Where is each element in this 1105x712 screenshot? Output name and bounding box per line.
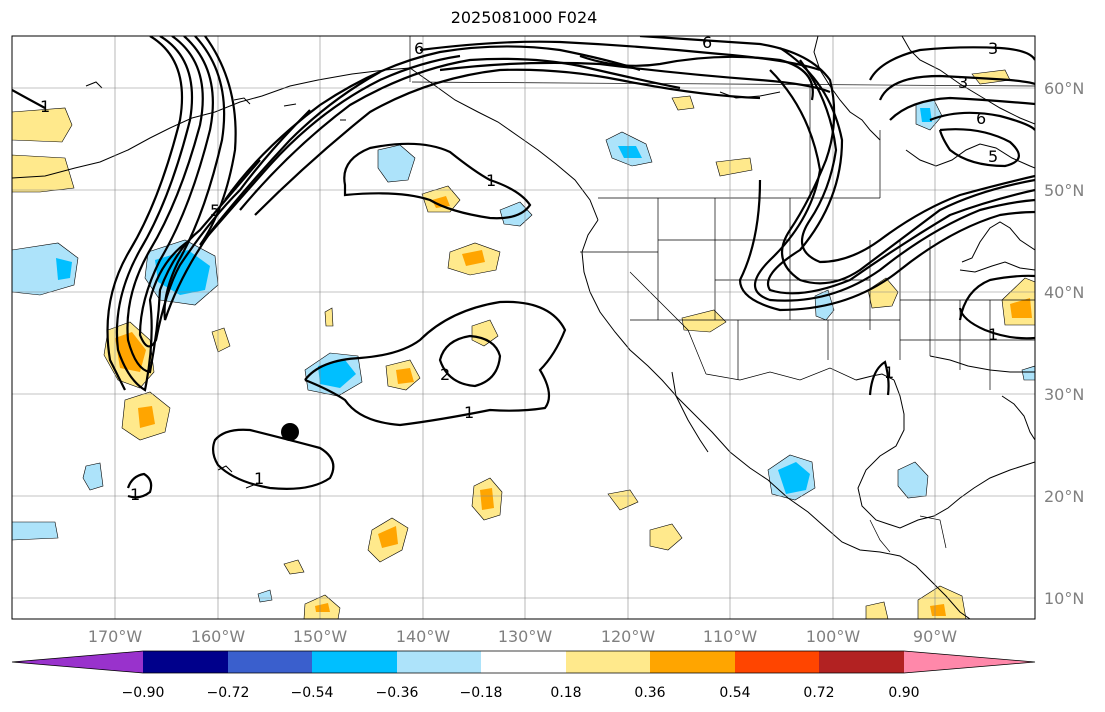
colorbar-extend-high — [904, 651, 1035, 673]
colorbar-tick-label: −0.90 — [122, 685, 165, 701]
map-frame — [11, 35, 1036, 620]
lon-label: 170°W — [88, 627, 143, 646]
contour-label: 6 — [414, 39, 424, 58]
coastlines — [12, 36, 1035, 619]
latitude-labels: 60°N 50°N 40°N 30°N 20°N 10°N — [1044, 79, 1084, 608]
contour-label: 3 — [958, 73, 968, 92]
contour-label: 1 — [988, 325, 998, 344]
colorbar-tick-label: −0.72 — [207, 685, 250, 701]
lon-label: 140°W — [396, 627, 451, 646]
lon-label: 130°W — [498, 627, 553, 646]
contour-label: 3 — [988, 39, 998, 58]
lat-label: 60°N — [1044, 79, 1084, 98]
colorbar-extend-low — [12, 651, 143, 673]
contour-label: 2 — [440, 365, 450, 384]
contour-label: 1 — [254, 469, 264, 488]
colorbar-tick-labels: −0.90 −0.72 −0.54 −0.36 −0.18 0.18 0.36 … — [122, 685, 920, 701]
lon-label: 90°W — [913, 627, 957, 646]
contour-label: 1 — [884, 363, 894, 382]
contour-label: 1 — [464, 403, 474, 422]
colorbar-tick-label: −0.36 — [376, 685, 419, 701]
colorbar-segment — [735, 651, 819, 673]
colorbar-tick-label: 0.18 — [550, 685, 581, 701]
colorbar-segment — [481, 651, 566, 673]
colorbar-outline — [11, 650, 1036, 674]
colorbar-segment — [143, 651, 228, 673]
colorbar-tick-label: 0.54 — [719, 685, 750, 701]
colorbar-tick-label: 0.90 — [888, 685, 919, 701]
lat-label: 10°N — [1044, 589, 1084, 608]
lat-label: 30°N — [1044, 385, 1084, 404]
colorbar-segment — [397, 651, 481, 673]
colorbar — [11, 650, 1036, 674]
contour-labels: 1 1 1 1 1 1 1 2 3 3 5 5 6 6 6 — [40, 33, 998, 504]
longitude-labels: 170°W 160°W 150°W 140°W 130°W 120°W 110°… — [88, 627, 957, 646]
contour-label: 5 — [210, 201, 220, 220]
contour-label: 6 — [976, 109, 986, 128]
lon-label: 160°W — [191, 627, 246, 646]
colorbar-segment — [312, 651, 397, 673]
contour-label: 6 — [702, 33, 712, 52]
colorbar-segment — [819, 651, 904, 673]
contour-label: 1 — [130, 485, 140, 504]
colorbar-tick-label: −0.54 — [291, 685, 334, 701]
colorbar-segment — [566, 651, 650, 673]
contour-lines — [12, 36, 1035, 499]
contour-label: 5 — [988, 147, 998, 166]
lat-label: 50°N — [1044, 181, 1084, 200]
map-area — [12, 36, 1035, 619]
political-boundaries — [409, 36, 1035, 553]
colorbar-tick-label: −0.18 — [460, 685, 503, 701]
colorbar-segment — [650, 651, 735, 673]
colorbar-tick-label: 0.72 — [803, 685, 834, 701]
lat-label: 20°N — [1044, 487, 1084, 506]
lat-label: 40°N — [1044, 283, 1084, 302]
lon-label: 110°W — [703, 627, 758, 646]
contour-label: 1 — [40, 97, 50, 116]
colorbar-segment — [228, 651, 312, 673]
map-title: 2025081000 F024 — [450, 8, 598, 27]
contour-label: 1 — [486, 171, 496, 190]
lon-label: 100°W — [806, 627, 861, 646]
storm-position-marker — [281, 423, 299, 441]
colorbar-tick-label: 0.36 — [634, 685, 665, 701]
lon-label: 150°W — [293, 627, 348, 646]
lon-label: 120°W — [601, 627, 656, 646]
